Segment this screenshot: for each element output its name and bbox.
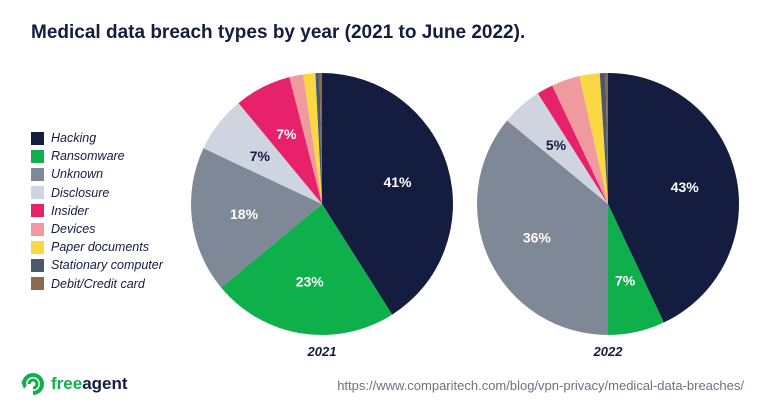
legend: Hacking Ransomware Unknown Disclosure Inside…	[31, 129, 163, 293]
pie-slice-disclosure	[507, 93, 608, 204]
legend-swatch	[31, 258, 44, 272]
legend-label: Unknown	[51, 167, 104, 182]
pie-slice-paper-documents	[303, 73, 322, 204]
pie-year-label: 2021	[307, 344, 337, 359]
chart-title: Medical data breach types by year (2021 …	[31, 22, 526, 43]
source-url[interactable]: https://www.comparitech.com/blog/vpn-pri…	[337, 378, 744, 393]
pie-slice-ransomware	[221, 204, 393, 335]
legend-swatch	[31, 186, 44, 200]
legend-label: Paper documents	[51, 240, 149, 255]
pie-slice-disclosure	[203, 103, 322, 204]
legend-label: Hacking	[51, 131, 97, 146]
legend-item: Insider	[31, 202, 163, 220]
legend-item: Hacking	[31, 129, 163, 147]
data-label: 7%	[250, 148, 271, 164]
pie-slice-hacking	[608, 73, 740, 323]
legend-label: Stationary computer	[51, 258, 163, 273]
legend-item: Paper documents	[31, 238, 163, 256]
freeagent-swirl-icon	[21, 373, 44, 395]
legend-item: Unknown	[31, 165, 163, 183]
logo-agent: agent	[82, 374, 128, 393]
pie-slice-insider	[238, 77, 322, 204]
pie-year-label: 2022	[593, 344, 624, 359]
data-label: 23%	[296, 274, 325, 290]
legend-swatch	[31, 167, 44, 181]
data-label: 7%	[276, 126, 297, 142]
legend-swatch	[31, 204, 44, 218]
legend-swatch	[31, 240, 44, 254]
pie-slice-unknown	[477, 120, 608, 335]
freeagent-logo: freeagent	[20, 372, 128, 396]
legend-item: Stationary computer	[31, 256, 163, 274]
pie-slice-hacking	[322, 73, 453, 315]
legend-label: Devices	[51, 222, 96, 237]
legend-swatch	[31, 131, 44, 145]
pie-slice-debit-credit-card	[319, 73, 322, 204]
legend-label: Insider	[51, 203, 89, 218]
data-label: 41%	[383, 174, 412, 190]
pie-slice-devices	[289, 74, 322, 204]
legend-item: Ransomware	[31, 147, 163, 165]
legend-item: Disclosure	[31, 184, 163, 202]
pie-slice-insider	[537, 85, 608, 204]
legend-label: Ransomware	[51, 149, 125, 164]
pie-slice-stationary-computer	[315, 73, 322, 204]
pie-slice-paper-documents	[579, 73, 608, 204]
pie-slice-unknown	[190, 148, 322, 288]
pie-2022: 43% 7% 36% 5% 2022	[477, 73, 740, 359]
data-label: 5%	[546, 137, 567, 153]
data-label: 43%	[671, 179, 700, 195]
pie-slice-stationary-computer	[599, 73, 608, 204]
legend-swatch	[31, 277, 44, 291]
legend-label: Debit/Credit card	[51, 276, 145, 291]
legend-swatch	[31, 222, 44, 236]
pie-slice-debit-credit-card	[605, 73, 608, 204]
legend-item: Devices	[31, 220, 163, 238]
pie-2021: 41% 23% 18% 7% 7% 2021	[190, 73, 453, 359]
pie-slice-ransomware	[608, 204, 664, 335]
logo-free: free	[51, 374, 83, 393]
data-label: 36%	[523, 229, 552, 245]
legend-label: Disclosure	[51, 185, 110, 200]
data-label: 7%	[615, 273, 636, 289]
legend-item: Debit/Credit card	[31, 275, 163, 293]
legend-swatch	[31, 149, 44, 163]
data-label: 18%	[230, 206, 259, 222]
pie-slice-devices	[552, 76, 608, 204]
